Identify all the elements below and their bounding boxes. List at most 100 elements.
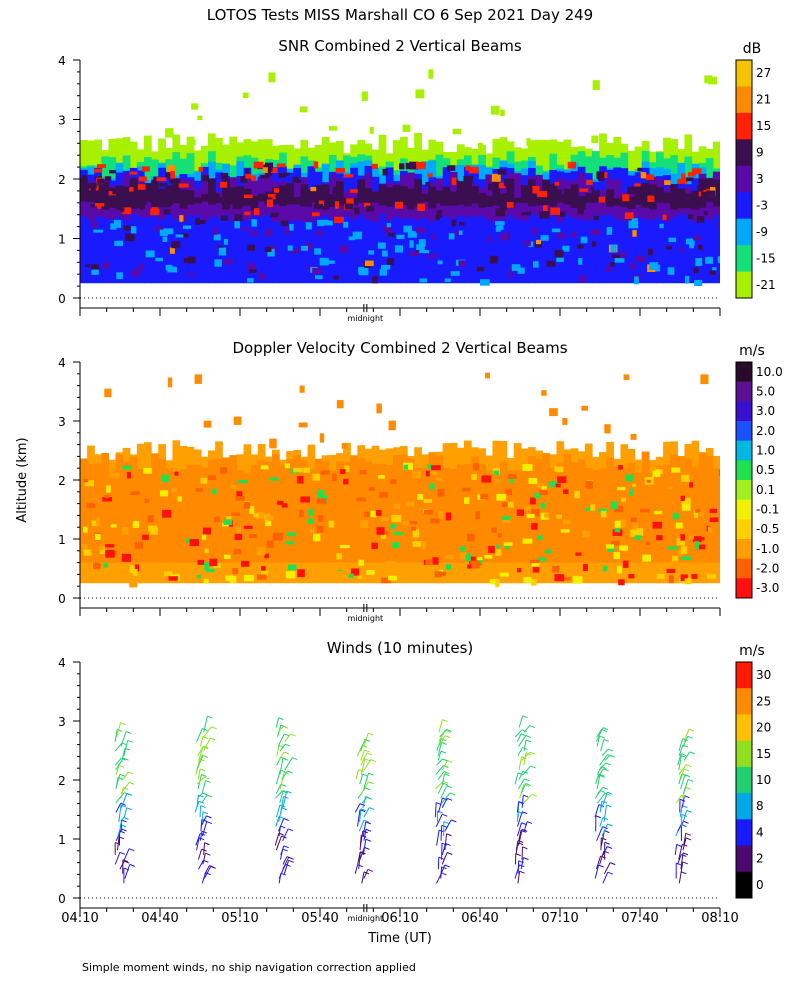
wind-barb [435,781,444,790]
heatmap-cell [231,512,241,516]
heatmap-cell [94,182,102,204]
wind-barb [123,848,130,860]
heatmap-cell [463,175,474,183]
colorbar-label: 4 [756,825,764,839]
heatmap-cell [267,248,275,257]
heatmap-cell [387,575,398,581]
heatmap-cell [307,189,316,203]
heatmap-cell [684,578,692,585]
heatmap-cell [670,454,678,563]
y-tick-label: 0 [58,592,66,606]
heatmap-cell [80,178,88,202]
heatmap-cell [435,182,444,284]
wind-barb [202,811,209,815]
heatmap-cell [136,186,145,205]
heatmap-cell [464,464,472,563]
wind-barb [355,769,359,780]
heatmap-cell [222,457,230,563]
heatmap-cell [344,465,350,473]
heatmap-cell [244,211,251,216]
wind-barb [276,745,280,756]
heatmap-cell [165,128,174,138]
wind-barb [682,779,689,794]
heatmap-cell [612,254,621,259]
wind-barb [275,784,282,794]
heatmap-cell [314,248,322,255]
heatmap-cell [350,456,358,563]
heatmap-cell [269,438,277,449]
wind-barb [683,768,690,772]
heatmap-cell [663,175,671,284]
heatmap-cell [557,232,566,239]
heatmap-cell [336,461,344,563]
wind-barb [197,792,203,799]
heatmap-cell [668,575,674,584]
heatmap-cell [625,474,634,482]
heatmap-cell [563,188,572,205]
heatmap-cell [681,173,686,181]
heatmap-cell [630,263,637,270]
wind-barb [437,771,445,780]
wind-barb [369,807,375,811]
wind-barb [520,857,524,870]
heatmap-cell [317,490,325,498]
heatmap-cell [253,208,260,216]
heatmap-cell [82,543,88,552]
heatmap-cell [213,517,220,523]
heatmap-cell [570,184,579,209]
wind-barb [525,739,532,743]
wind-barb [277,725,284,733]
heatmap-cell [334,216,344,224]
wind-barb [678,738,684,752]
wind-barb [446,729,452,732]
wind-barb [354,803,361,813]
x-axis-label: Time (UT) [367,931,432,946]
heatmap-cell [528,477,538,484]
wind-barb [365,821,371,825]
heatmap-cell [193,464,202,563]
heatmap-cell [378,183,387,284]
heatmap-cell [399,163,405,170]
heatmap-cell [438,511,444,519]
heatmap-cell [194,374,202,384]
x-tick-label: 04:10 [61,911,98,926]
heatmap-cell [166,165,176,173]
wind-barb [443,821,450,824]
heatmap-cell [471,474,477,480]
heatmap-cell [364,166,373,284]
heatmap-cell [163,209,171,215]
colorbar-swatch [736,401,752,422]
wind-barb [205,779,211,783]
heatmap-cell [94,463,102,563]
heatmap-cell [532,228,537,235]
heatmap-cell [503,542,513,546]
wind-barb [200,805,206,809]
heatmap-cell [203,578,209,584]
heatmap-cell [681,474,690,482]
heatmap-cell [90,264,99,271]
heatmap-cell [122,461,131,563]
heatmap-cell [412,529,420,538]
heatmap-cell [417,494,424,500]
wind-barb [115,803,122,813]
colorbar-label: -21 [756,278,776,292]
heatmap-cell [123,225,133,231]
wind-barb [445,729,451,733]
heatmap-cell [712,176,720,284]
wind-barb [201,780,207,794]
heatmap-cell [499,461,508,563]
heatmap-cell [108,191,117,196]
heatmap-cell [392,181,401,284]
wind-barb [609,754,616,758]
heatmap-cell [465,553,471,562]
heatmap-cell [460,546,466,552]
heatmap-cell [614,257,625,263]
heatmap-cell [641,183,650,208]
heatmap-cell [264,229,273,237]
heatmap-cell [94,533,101,540]
heatmap-cell [256,547,266,556]
heatmap-cell [471,170,479,284]
heatmap-cell [574,490,580,499]
wind-barb [202,853,206,865]
heatmap-cell [393,531,404,536]
